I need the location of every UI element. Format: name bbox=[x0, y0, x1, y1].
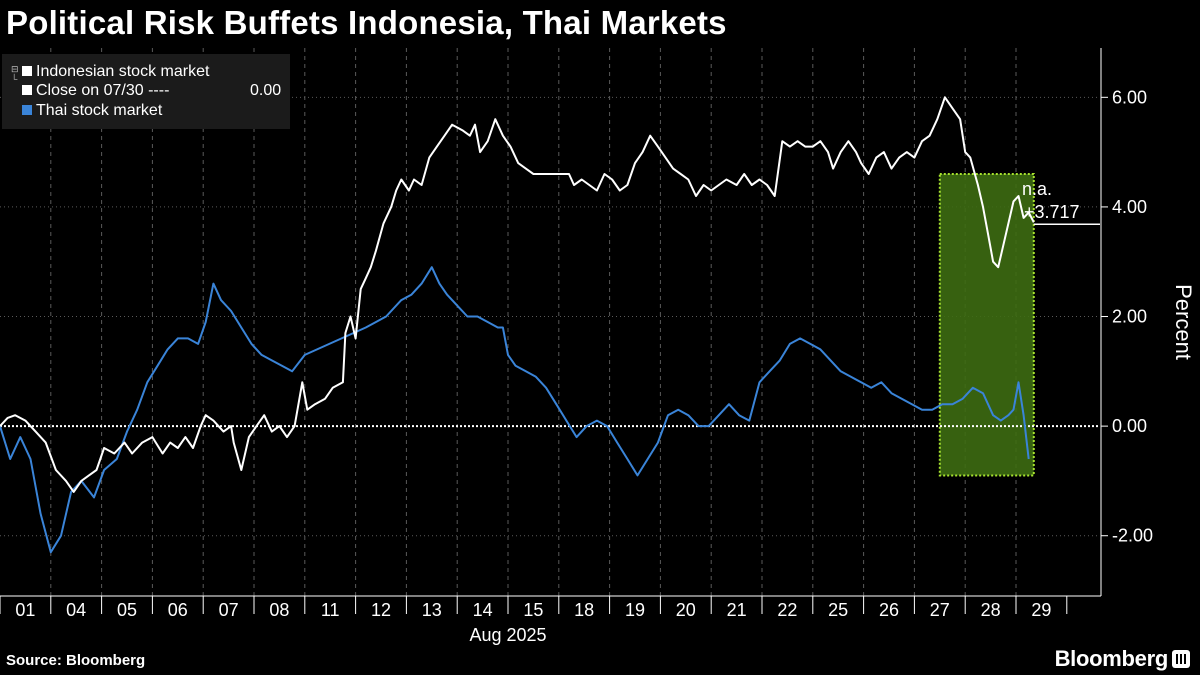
x-tick-label: 14 bbox=[473, 600, 493, 620]
legend-label: Indonesian stock market bbox=[36, 63, 210, 80]
x-axis-title: Aug 2025 bbox=[469, 625, 546, 645]
x-tick-label: 22 bbox=[777, 600, 797, 620]
x-tick-label: 28 bbox=[981, 600, 1001, 620]
grid-layer bbox=[0, 48, 1100, 596]
x-tick-label: 20 bbox=[676, 600, 696, 620]
legend-label: Close on 07/30 ---- bbox=[36, 82, 170, 99]
last-value-label: +3.717 bbox=[1024, 202, 1080, 222]
thailand-series-line bbox=[0, 266, 1030, 554]
x-tick-label: 21 bbox=[727, 600, 747, 620]
legend-item-indonesia[interactable]: Indonesian stock market bbox=[22, 63, 209, 81]
bloomberg-badge-icon bbox=[1172, 650, 1190, 668]
x-tick-label: 29 bbox=[1031, 600, 1051, 620]
x-tick-label: 13 bbox=[422, 600, 442, 620]
legend-close-value: 0.00 bbox=[250, 82, 282, 99]
y-tick-label: -2.00 bbox=[1112, 526, 1153, 546]
x-tick-label: 19 bbox=[625, 600, 645, 620]
y-tick-label: 4.00 bbox=[1112, 197, 1147, 217]
na-annotation: n.a. bbox=[1022, 179, 1052, 199]
x-tick-label: 11 bbox=[321, 600, 340, 620]
legend-swatch bbox=[22, 105, 32, 115]
x-tick-label: 07 bbox=[219, 600, 239, 620]
y-tick-label: 2.00 bbox=[1112, 307, 1147, 327]
x-tick-label: 18 bbox=[574, 600, 594, 620]
x-tick-label: 15 bbox=[523, 600, 543, 620]
x-tick-label: 27 bbox=[930, 600, 950, 620]
tree-expand-icon: ⊟ bbox=[11, 64, 19, 74]
legend-item-thailand[interactable]: Thai stock market bbox=[22, 102, 162, 120]
source-note: Source: Bloomberg bbox=[6, 652, 146, 669]
chart-legend: ⊟ └ Indonesian stock market Close on 07/… bbox=[2, 54, 290, 129]
x-tick-label: 25 bbox=[828, 600, 848, 620]
tree-branch-icon: └ bbox=[11, 74, 18, 84]
annotation-layer: n.a. +3.717 bbox=[1022, 179, 1100, 226]
x-tick-label: 04 bbox=[66, 600, 86, 620]
y-tick-label: 0.00 bbox=[1112, 416, 1147, 436]
axis-layer: -2.00 0.00 2.00 4.00 6.00 Percent 01 04 05 06 07 08… bbox=[0, 48, 1196, 645]
x-tick-label: 26 bbox=[879, 600, 899, 620]
y-tick-label: 6.00 bbox=[1112, 87, 1147, 107]
x-tick-label: 05 bbox=[117, 600, 137, 620]
x-tick-label: 08 bbox=[269, 600, 289, 620]
legend-swatch bbox=[22, 66, 32, 76]
x-tick-label: 12 bbox=[371, 600, 391, 620]
brand-text: Bloomberg bbox=[1054, 646, 1169, 671]
legend-item-close[interactable]: Close on 07/30 ---- bbox=[22, 82, 169, 100]
highlight-layer bbox=[938, 173, 1035, 477]
series-layer bbox=[0, 96, 1035, 554]
legend-swatch bbox=[22, 85, 32, 95]
y-axis-title: Percent bbox=[1171, 284, 1196, 360]
legend-label: Thai stock market bbox=[36, 102, 163, 119]
x-tick-label: 06 bbox=[168, 600, 188, 620]
highlight-box bbox=[938, 173, 1035, 477]
brand-logo: Bloomberg bbox=[1055, 646, 1190, 672]
chart-title: Political Risk Buffets Indonesia, Thai M… bbox=[6, 4, 727, 41]
x-tick-label: 01 bbox=[15, 600, 35, 620]
indonesia-series-line bbox=[0, 96, 1035, 493]
